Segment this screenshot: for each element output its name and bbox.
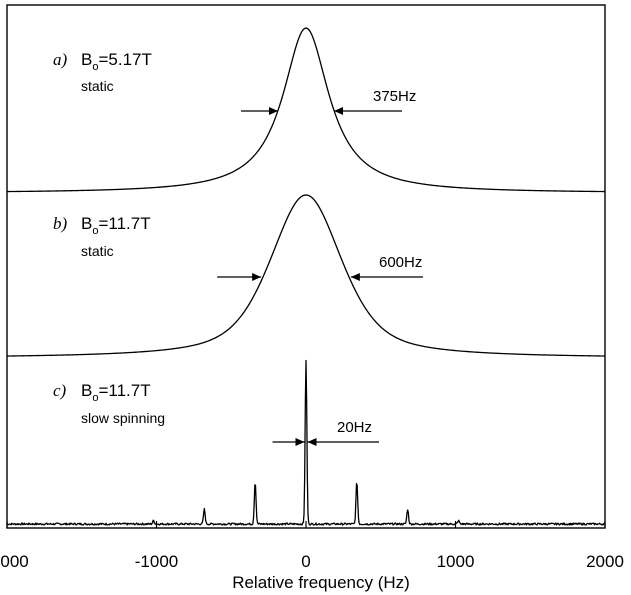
- x-axis-label: Relative frequency (Hz): [232, 573, 410, 592]
- panel-a-condition: static: [81, 78, 114, 94]
- x-axis: -2000 -1000 0 1000 2000: [0, 521, 624, 571]
- width-arrowhead-left-b: [252, 273, 262, 281]
- panel-c-field-prefix: B: [81, 381, 92, 400]
- panel-b-condition: static: [81, 243, 114, 259]
- x-tick-label-3: 1000: [437, 552, 475, 571]
- x-tick-label-0: -2000: [0, 552, 29, 571]
- panel-c-field-label: Bo=11.7T: [81, 381, 151, 404]
- width-arrowhead-right-a: [334, 107, 344, 115]
- panel-b-letter: b): [53, 214, 68, 233]
- x-tick-label-4: 2000: [586, 552, 624, 571]
- panel-c-letter: c): [53, 381, 67, 400]
- width-arrowhead-right-c: [307, 438, 317, 446]
- panel-b-field-subscript: o: [92, 225, 98, 237]
- spectrum-b-line: [6, 194, 606, 357]
- panel-a-width-label: 375Hz: [373, 88, 416, 105]
- panel-a-letter: a): [53, 50, 68, 69]
- spectra-layer: [6, 27, 606, 526]
- panel-a-field-value: =5.17T: [98, 50, 151, 69]
- panel-b-width-label: 600Hz: [379, 254, 422, 271]
- width-arrowhead-left-a: [268, 107, 278, 115]
- spectrum-c-line: [6, 359, 606, 526]
- panel-b-field-value: =11.7T: [98, 214, 150, 233]
- panel-c-width-label: 20Hz: [337, 419, 372, 436]
- x-tick-label-2: 0: [301, 552, 310, 571]
- panel-b-field-label: Bo=11.7T: [81, 214, 151, 237]
- panel-a-field-label: Bo=5.17T: [81, 50, 152, 73]
- panel-c-field-subscript: o: [92, 392, 98, 404]
- width-arrowhead-left-c: [295, 438, 305, 446]
- panel-b-field-prefix: B: [81, 214, 92, 233]
- panel-a-field-subscript: o: [92, 61, 98, 73]
- spectrum-a-line: [6, 27, 606, 193]
- panel-c-condition: slow spinning: [81, 410, 165, 426]
- x-tick-label-1: -1000: [135, 552, 178, 571]
- panel-a-field-prefix: B: [81, 50, 92, 69]
- panel-c-field-value: =11.7T: [98, 381, 150, 400]
- width-arrowhead-right-b: [350, 273, 360, 281]
